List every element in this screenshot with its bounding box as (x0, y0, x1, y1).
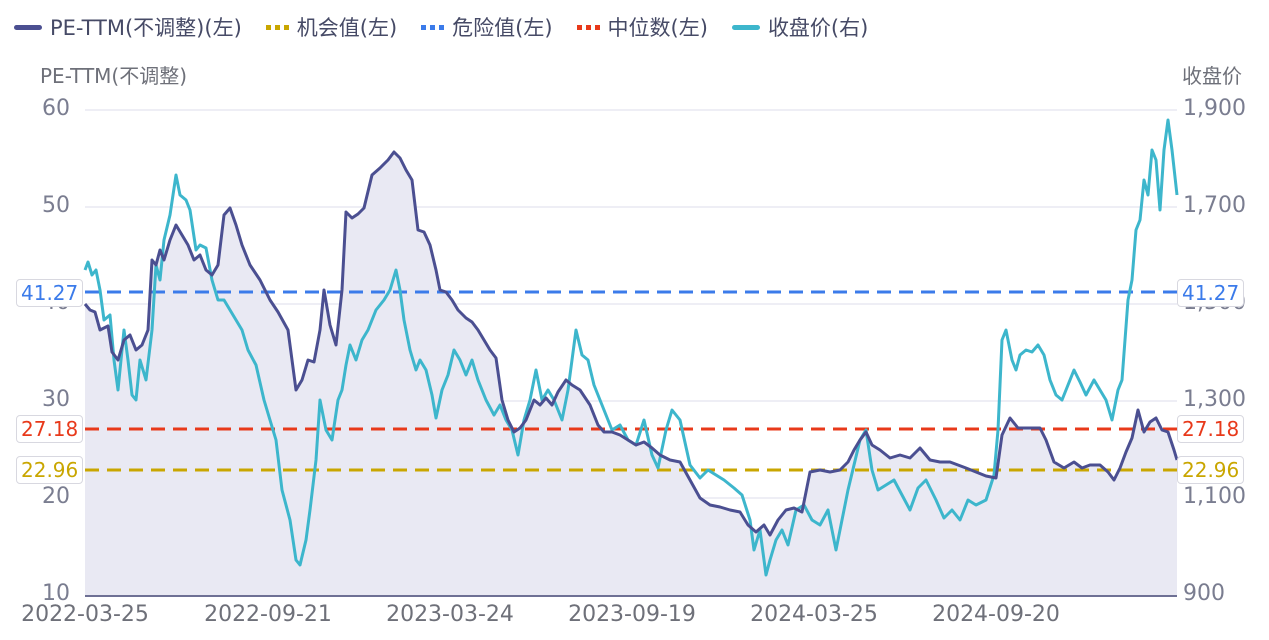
dotted-line-icon (265, 24, 289, 30)
pe-area (85, 152, 1177, 595)
legend-label: 收盘价(右) (767, 16, 869, 40)
opportunity-value-label-left: 22.96 (16, 456, 84, 484)
legend-item-danger[interactable]: 危险值(左) (421, 12, 553, 42)
right-tick: 1,100 (1183, 484, 1246, 509)
danger-value-label-left: 41.27 (16, 279, 84, 307)
x-tick: 2024-03-25 (750, 602, 878, 627)
left-tick: 60 (42, 96, 70, 121)
legend-item-opportunity[interactable]: 机会值(左) (265, 12, 398, 42)
right-axis-name: 收盘价 (1182, 64, 1242, 88)
pe-ttm-line (83, 150, 1179, 537)
legend-label: 危险值(左) (452, 16, 553, 40)
x-tick: 2022-09-21 (204, 602, 332, 627)
legend-label: 机会值(左) (296, 16, 398, 40)
danger-value-label-right: 41.27 (1177, 279, 1245, 307)
right-tick: 1,300 (1183, 387, 1246, 412)
median-value-label-right: 27.18 (1177, 415, 1245, 443)
right-tick: 1,900 (1183, 96, 1246, 121)
legend-item-pe-ttm[interactable]: PE-TTM(不调整)(左) (14, 12, 242, 42)
opportunity-value-label-right: 22.96 (1177, 456, 1245, 484)
legend-label: PE-TTM(不调整)(左) (50, 16, 242, 40)
legend-item-median[interactable]: 中位数(左) (576, 12, 708, 42)
chart-legend: PE-TTM(不调整)(左) 机会值(左) 危险值(左) 中位数(左) 收盘价(… (14, 12, 892, 42)
x-tick: 2022-03-25 (21, 602, 149, 627)
close-price-line (83, 118, 1179, 577)
legend-item-close-price[interactable]: 收盘价(右) (731, 12, 869, 42)
legend-label: 中位数(左) (607, 16, 708, 40)
x-tick: 2023-09-19 (568, 602, 696, 627)
right-tick: 900 (1183, 581, 1225, 606)
x-tick: 2023-03-24 (386, 602, 514, 627)
solid-line-icon (731, 24, 760, 30)
left-tick: 30 (42, 387, 70, 412)
left-axis-name: PE-TTM(不调整) (40, 64, 188, 88)
x-tick: 2024-09-20 (932, 602, 1060, 627)
right-tick: 1,700 (1183, 193, 1246, 218)
left-tick: 10 (42, 581, 70, 606)
left-tick: 20 (42, 484, 70, 509)
dotted-line-icon (421, 24, 445, 30)
left-tick: 50 (42, 193, 70, 218)
solid-line-icon (14, 24, 42, 30)
dotted-line-icon (576, 24, 600, 30)
median-value-label-left: 27.18 (16, 415, 84, 443)
